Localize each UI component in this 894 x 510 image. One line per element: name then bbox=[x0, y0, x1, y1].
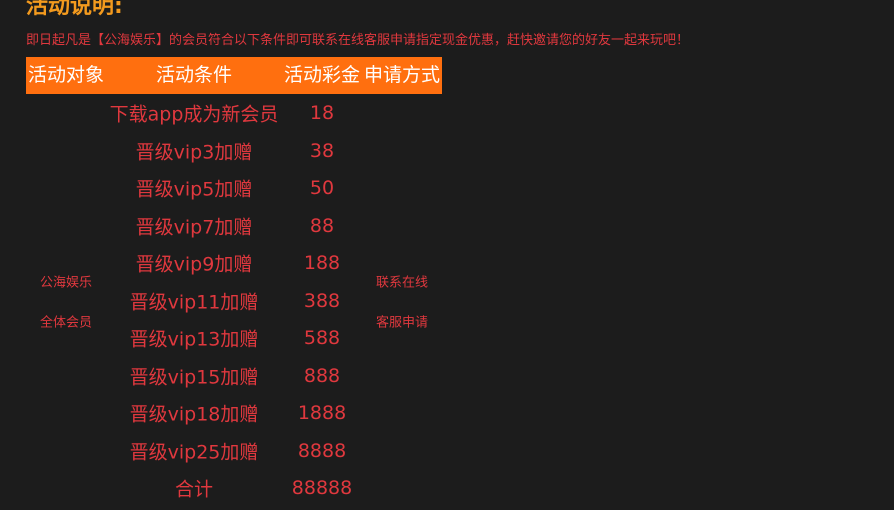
condition: 晋级vip5加赠 bbox=[135, 178, 253, 201]
condition: 晋级vip15加赠 bbox=[129, 366, 259, 388]
column-header: 申请方式 bbox=[363, 64, 441, 86]
bonus-amount: 88888 bbox=[291, 477, 353, 499]
bonus-amount: 8888 bbox=[297, 439, 347, 462]
bonus-amount: 1888 bbox=[297, 402, 347, 424]
condition: 晋级vip18加赠 bbox=[129, 403, 259, 426]
method: 联系在线 bbox=[375, 275, 429, 291]
bonus-amount: 888 bbox=[303, 364, 341, 387]
bonus-amount: 18 bbox=[309, 102, 335, 124]
condition: 晋级vip7加赠 bbox=[135, 216, 253, 238]
condition: 晋级vip25加赠 bbox=[129, 441, 259, 463]
method: 客服申请 bbox=[375, 315, 429, 331]
subtitle: 即日起凡是【公海娱乐】的会员符合以下条件即可联系在线客服申请指定现金优惠，赶快邀… bbox=[26, 33, 690, 48]
column-header: 活动条件 bbox=[155, 64, 233, 86]
bonus-amount: 188 bbox=[303, 252, 341, 274]
table-header: 活动对象 活动条件 活动彩金 申请方式 bbox=[26, 57, 442, 94]
bonus-amount: 38 bbox=[309, 139, 335, 162]
column-header: 活动彩金 bbox=[283, 64, 361, 86]
condition: 晋级vip9加赠 bbox=[135, 253, 253, 276]
target: 公海娱乐 bbox=[39, 275, 93, 291]
title: 活动说明: bbox=[26, 0, 123, 19]
condition: 下载app成为新会员 bbox=[109, 103, 279, 126]
condition: 晋级vip11加赠 bbox=[129, 291, 259, 313]
bonus-amount: 50 bbox=[309, 177, 335, 199]
condition: 晋级vip13加赠 bbox=[129, 328, 259, 351]
bonus-amount: 388 bbox=[303, 289, 341, 312]
condition: 晋级vip3加赠 bbox=[135, 141, 253, 163]
bonus-amount: 88 bbox=[309, 214, 335, 237]
column-header: 活动对象 bbox=[27, 64, 105, 86]
condition: 合计 bbox=[174, 478, 214, 501]
bonus-amount: 588 bbox=[303, 327, 341, 349]
target: 全体会员 bbox=[39, 315, 93, 331]
